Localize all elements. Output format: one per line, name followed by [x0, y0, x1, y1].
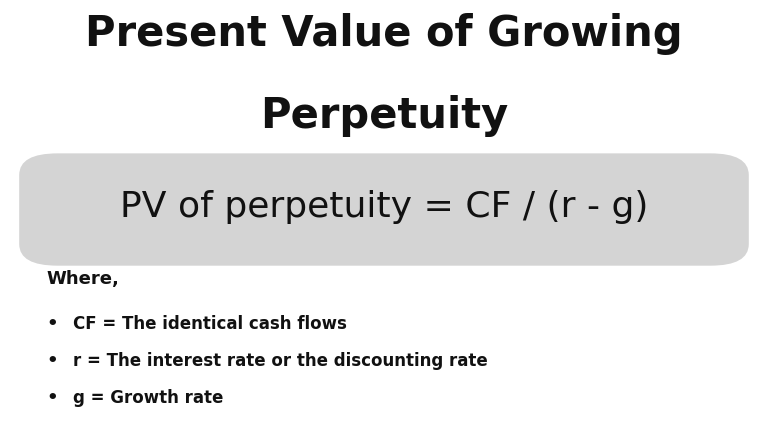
Text: r = The interest rate or the discounting rate: r = The interest rate or the discounting…: [73, 352, 488, 370]
Text: CF = The identical cash flows: CF = The identical cash flows: [73, 315, 347, 334]
Text: Perpetuity: Perpetuity: [260, 95, 508, 137]
Text: g = Growth rate: g = Growth rate: [73, 389, 223, 407]
Text: Where,: Where,: [46, 270, 119, 288]
Text: Present Value of Growing: Present Value of Growing: [85, 13, 683, 55]
Text: •: •: [46, 352, 58, 370]
Text: •: •: [46, 389, 58, 407]
Text: PV of perpetuity = CF / (r - g): PV of perpetuity = CF / (r - g): [120, 191, 648, 224]
FancyBboxPatch shape: [19, 153, 749, 266]
Text: •: •: [46, 315, 58, 334]
